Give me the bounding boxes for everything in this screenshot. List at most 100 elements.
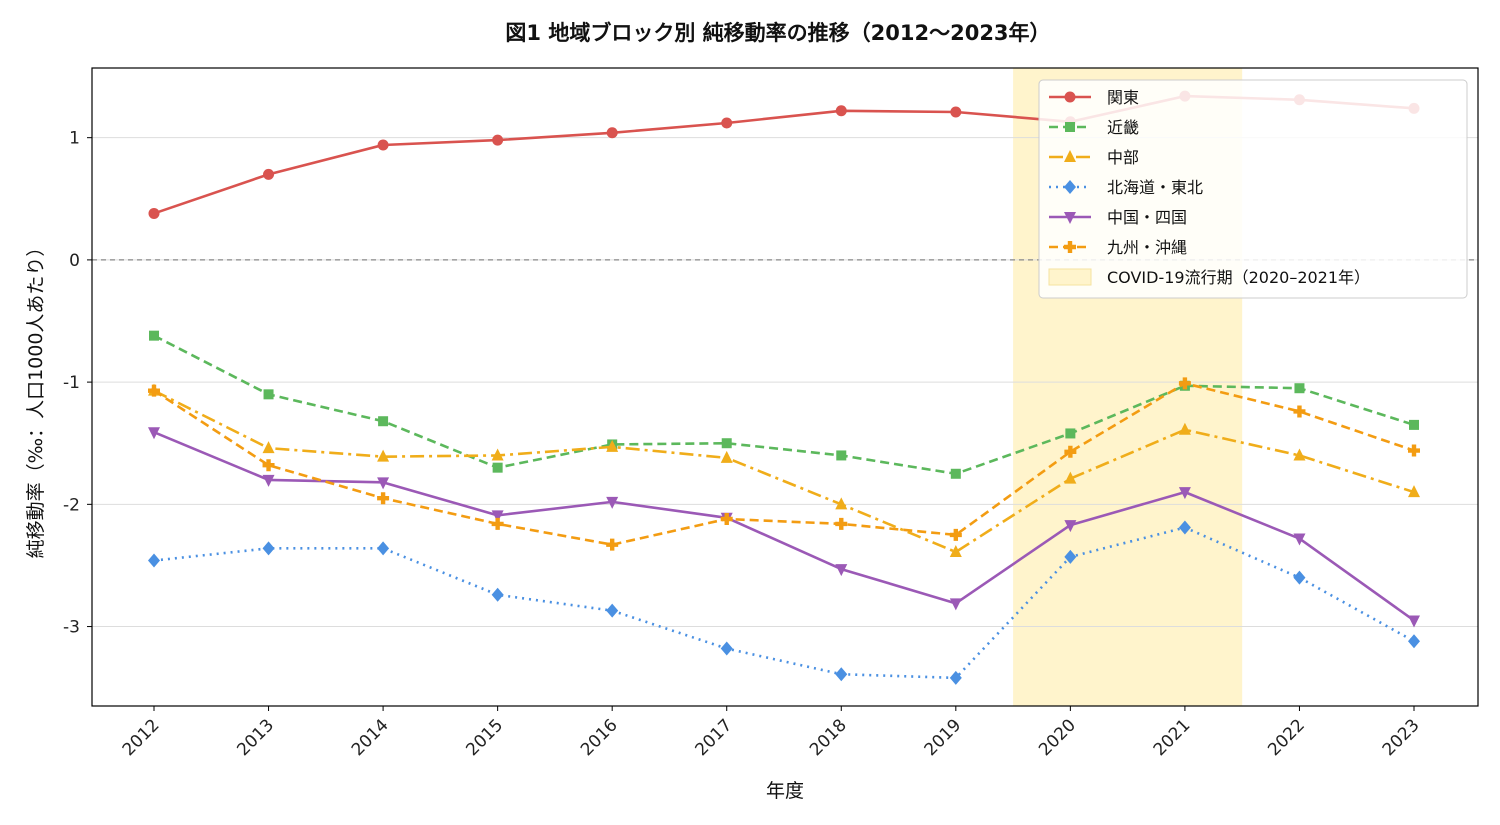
- chart-title: 図1 地域ブロック別 純移動率の推移（2012〜2023年）: [505, 21, 1050, 45]
- data-point: [263, 168, 275, 180]
- data-point: [949, 528, 962, 541]
- legend-marker: [1065, 122, 1075, 132]
- data-point: [949, 545, 962, 557]
- plot-frame: [91, 67, 1479, 707]
- data-point: [149, 330, 159, 341]
- legend-item: 関東: [1049, 88, 1139, 107]
- legend-item: 近畿: [1049, 118, 1139, 137]
- legend-label: 中部: [1107, 148, 1139, 167]
- x-tick-label: 2013: [233, 715, 278, 760]
- data-point: [148, 207, 160, 219]
- legend-marker: [1064, 150, 1076, 162]
- series-6: [148, 377, 1421, 551]
- series-line: [153, 431, 1415, 622]
- data-point: [1293, 533, 1306, 546]
- data-point: [606, 127, 618, 139]
- data-point: [262, 541, 275, 556]
- series-line: [153, 526, 1415, 680]
- legend-item: 九州・沖縄: [1049, 238, 1187, 257]
- data-point: [1293, 570, 1306, 585]
- legend-label: 近畿: [1107, 118, 1139, 137]
- data-point: [721, 438, 732, 449]
- data-point: [262, 474, 275, 487]
- x-axis-label: 年度: [766, 780, 804, 802]
- series-line: [153, 389, 1415, 554]
- data-point: [491, 587, 504, 602]
- data-point: [949, 670, 962, 685]
- legend-item: 北海道・東北: [1049, 178, 1203, 197]
- legend-marker: [1064, 91, 1076, 103]
- data-point: [1064, 445, 1077, 458]
- data-point: [1293, 448, 1306, 461]
- data-point: [1178, 377, 1191, 390]
- legend-item-shade: COVID-19流行期（2020–2021年）: [1048, 268, 1370, 287]
- data-point: [720, 450, 733, 463]
- data-point: [262, 441, 275, 454]
- x-tick-label: 2014: [348, 715, 393, 760]
- legend-marker: [1064, 241, 1077, 253]
- y-tick-label: -2: [63, 495, 80, 515]
- data-point: [1064, 471, 1077, 484]
- x-tick-label: 2012: [119, 715, 164, 760]
- data-point: [1064, 549, 1077, 564]
- data-point: [262, 459, 275, 472]
- y-axis-label: 純移動率（‰：人口1000人あたり）: [25, 238, 47, 559]
- y-axis-ticks: 1 0 -1 -2 -3: [63, 129, 92, 638]
- data-point: [263, 389, 274, 400]
- data-point: [148, 384, 160, 397]
- x-tick-label: 2018: [806, 715, 851, 760]
- data-point: [1408, 615, 1420, 628]
- legend-label: 九州・沖縄: [1107, 238, 1187, 257]
- series-4: [148, 520, 1420, 685]
- x-tick-label: 2017: [692, 715, 737, 760]
- data-point: [377, 449, 390, 462]
- data-point: [491, 448, 504, 461]
- data-point: [1408, 444, 1421, 457]
- x-tick-label: 2015: [462, 715, 507, 760]
- data-point: [835, 564, 848, 577]
- legend-marker: [1064, 180, 1076, 194]
- data-point: [1294, 383, 1305, 394]
- data-point: [835, 497, 848, 510]
- legend-shade-swatch: [1048, 268, 1092, 286]
- legend-marker: [1064, 212, 1076, 224]
- data-point: [377, 477, 390, 490]
- series-line: [153, 382, 1415, 546]
- data-point: [1064, 520, 1077, 533]
- x-tick-label: 2019: [921, 715, 966, 760]
- legend-item: 中国・四国: [1049, 208, 1187, 227]
- legend-label: 北海道・東北: [1107, 178, 1203, 197]
- data-point: [836, 450, 847, 461]
- data-point: [835, 517, 848, 530]
- y-tick-label: -3: [63, 618, 80, 638]
- x-tick-label: 2022: [1264, 715, 1309, 760]
- data-point: [1065, 428, 1076, 439]
- data-point: [835, 667, 848, 682]
- data-point: [721, 117, 733, 129]
- data-point: [1408, 485, 1420, 498]
- axes: [91, 67, 1479, 707]
- data-point: [606, 538, 619, 551]
- data-point: [491, 517, 504, 530]
- series-line: [153, 334, 1415, 476]
- data-point: [1178, 520, 1191, 535]
- data-point: [1178, 487, 1191, 500]
- data-point: [377, 541, 390, 556]
- data-point: [492, 462, 503, 473]
- data-point: [148, 553, 160, 568]
- data-point: [835, 105, 847, 117]
- data-point: [377, 139, 389, 151]
- data-point: [606, 496, 619, 509]
- data-point: [606, 603, 619, 618]
- data-point: [949, 598, 962, 611]
- legend-label: 関東: [1107, 88, 1139, 107]
- data-point: [148, 427, 160, 440]
- x-tick-label: 2020: [1035, 715, 1080, 760]
- data-point: [950, 106, 962, 118]
- data-point: [950, 468, 961, 479]
- y-tick-label: 0: [69, 251, 80, 271]
- legend-box: [1038, 79, 1468, 299]
- data-point: [492, 134, 504, 146]
